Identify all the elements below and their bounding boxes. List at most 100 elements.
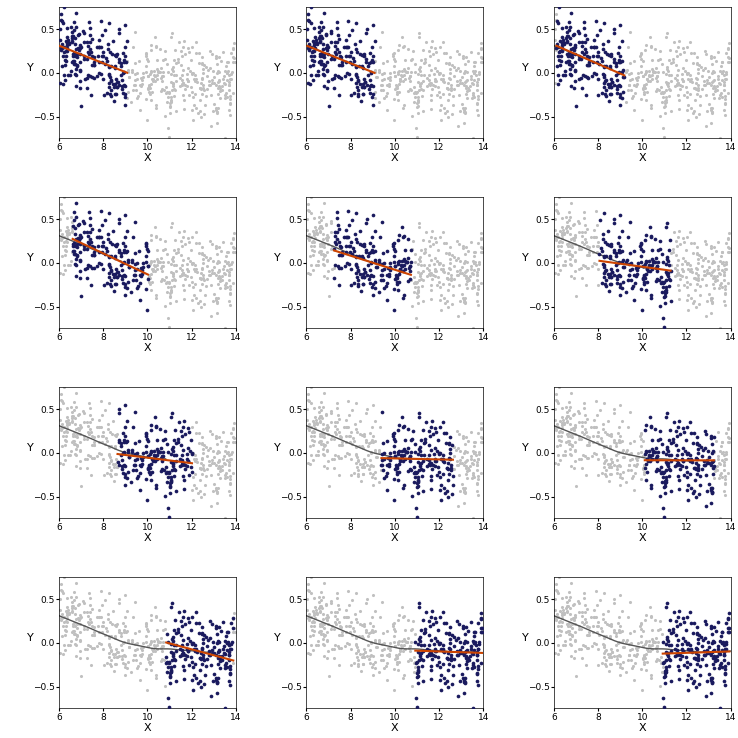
Point [699, 459, 711, 471]
Point [611, 270, 623, 282]
Point [656, 96, 668, 108]
Point [663, 463, 675, 475]
Point [565, 608, 576, 620]
Point [434, 91, 446, 103]
Point [373, 286, 384, 298]
Point [376, 68, 388, 80]
Point [657, 66, 669, 77]
Point [597, 418, 609, 430]
Point [363, 247, 375, 259]
Point [152, 446, 164, 458]
Point [412, 677, 424, 689]
Point [361, 213, 373, 225]
Point [644, 482, 656, 494]
Point [471, 649, 483, 661]
Point [404, 450, 416, 462]
Point [116, 270, 128, 282]
Point [96, 410, 108, 421]
Point [323, 291, 335, 303]
Point [168, 638, 180, 650]
Point [446, 480, 458, 492]
Point [720, 453, 732, 465]
Point [190, 644, 202, 655]
Point [78, 240, 90, 252]
Point [199, 488, 210, 500]
Point [132, 91, 144, 103]
Point [358, 49, 370, 61]
Point [69, 438, 81, 449]
Point [365, 446, 377, 458]
Point [459, 445, 471, 457]
Point [692, 85, 704, 97]
Point [74, 635, 86, 646]
Point [177, 660, 189, 672]
Point [413, 412, 424, 424]
Point [148, 450, 160, 462]
Point [149, 449, 161, 461]
Point [622, 654, 634, 666]
Point [302, 457, 314, 469]
Point [190, 468, 201, 480]
Point [176, 269, 188, 281]
Point [655, 467, 667, 479]
Point [692, 460, 704, 472]
Point [670, 615, 682, 627]
Point [576, 236, 588, 248]
Point [583, 439, 595, 451]
Point [317, 628, 328, 640]
Point [711, 650, 723, 662]
Point [712, 450, 724, 462]
Point [173, 227, 184, 238]
Point [120, 289, 131, 301]
Point [198, 80, 210, 92]
Point [413, 27, 425, 39]
Point [666, 624, 678, 635]
Point [608, 54, 620, 66]
Point [59, 434, 71, 446]
Point [70, 7, 82, 18]
Point [649, 655, 661, 667]
Point [68, 238, 80, 249]
Point [187, 471, 199, 483]
Point [608, 460, 620, 472]
Point [557, 449, 569, 461]
Point [444, 444, 456, 455]
Point [396, 445, 407, 457]
Point [69, 638, 81, 650]
Point [187, 263, 199, 275]
Point [318, 52, 330, 63]
Point [321, 627, 333, 638]
Point [387, 241, 399, 252]
Point [451, 649, 463, 661]
Point [569, 618, 581, 630]
Point [444, 627, 455, 639]
Point [658, 321, 670, 333]
Point [555, 240, 567, 252]
Point [598, 266, 610, 278]
Point [419, 53, 431, 65]
Point [212, 483, 224, 494]
Point [170, 247, 182, 259]
Point [170, 106, 182, 117]
Point [407, 425, 418, 437]
Point [720, 280, 731, 292]
Point [401, 446, 413, 458]
Point [308, 235, 320, 247]
Point [61, 612, 73, 624]
Point [61, 426, 72, 438]
Point [453, 48, 465, 60]
Point [695, 251, 707, 263]
Point [679, 446, 691, 458]
Point [652, 641, 663, 652]
Point [437, 278, 449, 290]
Point [320, 599, 331, 611]
Point [387, 66, 399, 77]
Point [221, 638, 232, 649]
Point [425, 266, 437, 278]
Point [390, 463, 401, 475]
Point [680, 624, 692, 636]
Point [140, 473, 152, 485]
Point [374, 41, 386, 53]
X-axis label: X: X [391, 723, 399, 733]
Point [698, 649, 710, 661]
